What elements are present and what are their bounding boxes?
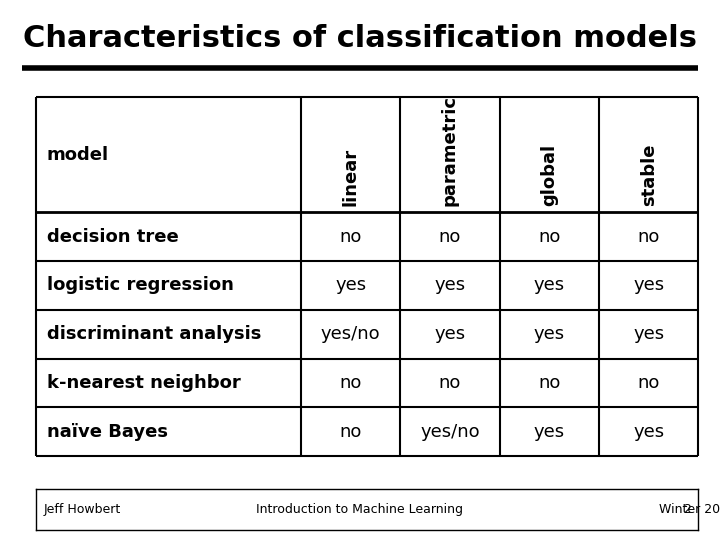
Text: stable: stable: [640, 143, 658, 206]
Text: linear: linear: [341, 147, 360, 206]
Text: yes: yes: [434, 325, 466, 343]
Text: yes: yes: [633, 325, 665, 343]
Text: no: no: [339, 374, 362, 392]
Text: no: no: [438, 227, 462, 246]
Text: no: no: [438, 374, 462, 392]
Text: decision tree: decision tree: [47, 227, 179, 246]
Text: no: no: [538, 374, 561, 392]
Text: k-nearest neighbor: k-nearest neighbor: [47, 374, 240, 392]
Text: yes: yes: [633, 423, 665, 441]
Text: Winter 2014: Winter 2014: [659, 503, 720, 516]
Text: model: model: [47, 146, 109, 164]
Text: parametric: parametric: [441, 94, 459, 206]
Text: yes: yes: [534, 325, 565, 343]
Text: logistic regression: logistic regression: [47, 276, 234, 294]
Text: no: no: [339, 423, 362, 441]
Text: 2: 2: [683, 503, 691, 516]
Text: yes: yes: [335, 276, 366, 294]
Text: yes: yes: [534, 276, 565, 294]
Text: yes: yes: [633, 276, 665, 294]
Text: discriminant analysis: discriminant analysis: [47, 325, 261, 343]
Text: no: no: [339, 227, 362, 246]
Text: Characteristics of classification models: Characteristics of classification models: [23, 24, 697, 53]
Text: yes/no: yes/no: [321, 325, 380, 343]
Text: no: no: [637, 374, 660, 392]
Text: global: global: [540, 144, 558, 206]
Text: Jeff Howbert: Jeff Howbert: [43, 503, 120, 516]
Text: naïve Bayes: naïve Bayes: [47, 423, 168, 441]
Text: yes: yes: [534, 423, 565, 441]
Text: no: no: [637, 227, 660, 246]
Text: yes/no: yes/no: [420, 423, 480, 441]
Text: yes: yes: [434, 276, 466, 294]
Text: no: no: [538, 227, 561, 246]
Text: Introduction to Machine Learning: Introduction to Machine Learning: [256, 503, 464, 516]
